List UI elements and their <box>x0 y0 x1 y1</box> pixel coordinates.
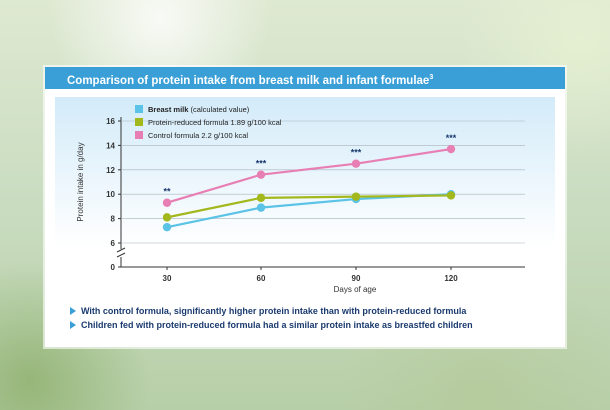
data-point <box>256 170 266 179</box>
legend-swatch <box>135 105 143 113</box>
data-point <box>162 213 172 222</box>
y-tick-label: 0 <box>111 263 116 272</box>
triangle-bullet-icon <box>70 321 76 329</box>
axis-break-mark <box>116 247 126 253</box>
axis-break-mark <box>116 252 126 258</box>
significance-marker: ** <box>163 187 171 197</box>
significance-marker: *** <box>256 159 267 169</box>
series-line <box>166 147 452 204</box>
note-item: Children fed with protein-reduced formul… <box>70 318 560 332</box>
legend-swatch <box>135 118 143 126</box>
x-tick-label: 120 <box>444 274 458 283</box>
legend-entry-text: Protein-reduced formula 1.89 g/100 kcal <box>148 118 282 127</box>
triangle-bullet-icon <box>70 307 76 315</box>
y-tick-label: 8 <box>111 215 116 224</box>
significance-marker: *** <box>351 148 362 158</box>
series-line <box>166 194 452 219</box>
x-tick-label: 30 <box>163 274 172 283</box>
legend-swatch <box>135 131 143 139</box>
notes-list: With control formula, significantly high… <box>70 304 560 332</box>
reference-superscript: 3 <box>429 74 434 81</box>
y-tick-label: 6 <box>111 239 116 248</box>
data-point <box>446 191 456 200</box>
legend-entry: Protein-reduced formula 1.89 g/100 kcal <box>148 118 282 127</box>
legend-entry: Control formula 2.2 g/100 kcal <box>148 131 248 140</box>
data-point <box>256 193 266 203</box>
chart-card: Comparison of protein intake from breast… <box>45 67 565 347</box>
y-tick-label: 12 <box>106 166 115 175</box>
note-text: Children fed with protein-reduced formul… <box>81 320 473 330</box>
chart-title: Comparison of protein intake from breast… <box>45 67 565 89</box>
note-item: With control formula, significantly high… <box>70 304 560 318</box>
note-text: With control formula, significantly high… <box>81 306 467 316</box>
series-line <box>166 193 452 229</box>
plot-region: 16 14 12 10 8 6 0 30 60 90 120 Days of age Protein i… <box>55 97 555 297</box>
legend-entry: Breast milk (calculated value) <box>148 105 250 114</box>
data-point <box>351 192 361 201</box>
legend-entry-text: Control formula 2.2 g/100 kcal <box>148 131 248 140</box>
data-point <box>162 222 172 232</box>
legend-entry-text: (calculated value) <box>188 105 249 114</box>
data-point <box>162 198 172 207</box>
chart-title-text: Comparison of protein intake from breast… <box>67 74 430 87</box>
y-tick-label: 10 <box>106 190 115 199</box>
legend-entry-bold: Breast milk <box>148 105 189 114</box>
x-axis-label: Days of age <box>334 285 377 294</box>
y-tick-label: 16 <box>106 117 115 126</box>
significance-marker: *** <box>446 133 457 143</box>
y-tick-label: 14 <box>106 141 115 150</box>
data-point <box>351 159 361 168</box>
data-point <box>256 203 266 212</box>
x-tick-label: 60 <box>257 274 266 283</box>
data-point <box>446 144 456 154</box>
y-axis-label: Protein intake in g/day <box>76 142 85 221</box>
x-tick-label: 90 <box>352 274 361 283</box>
